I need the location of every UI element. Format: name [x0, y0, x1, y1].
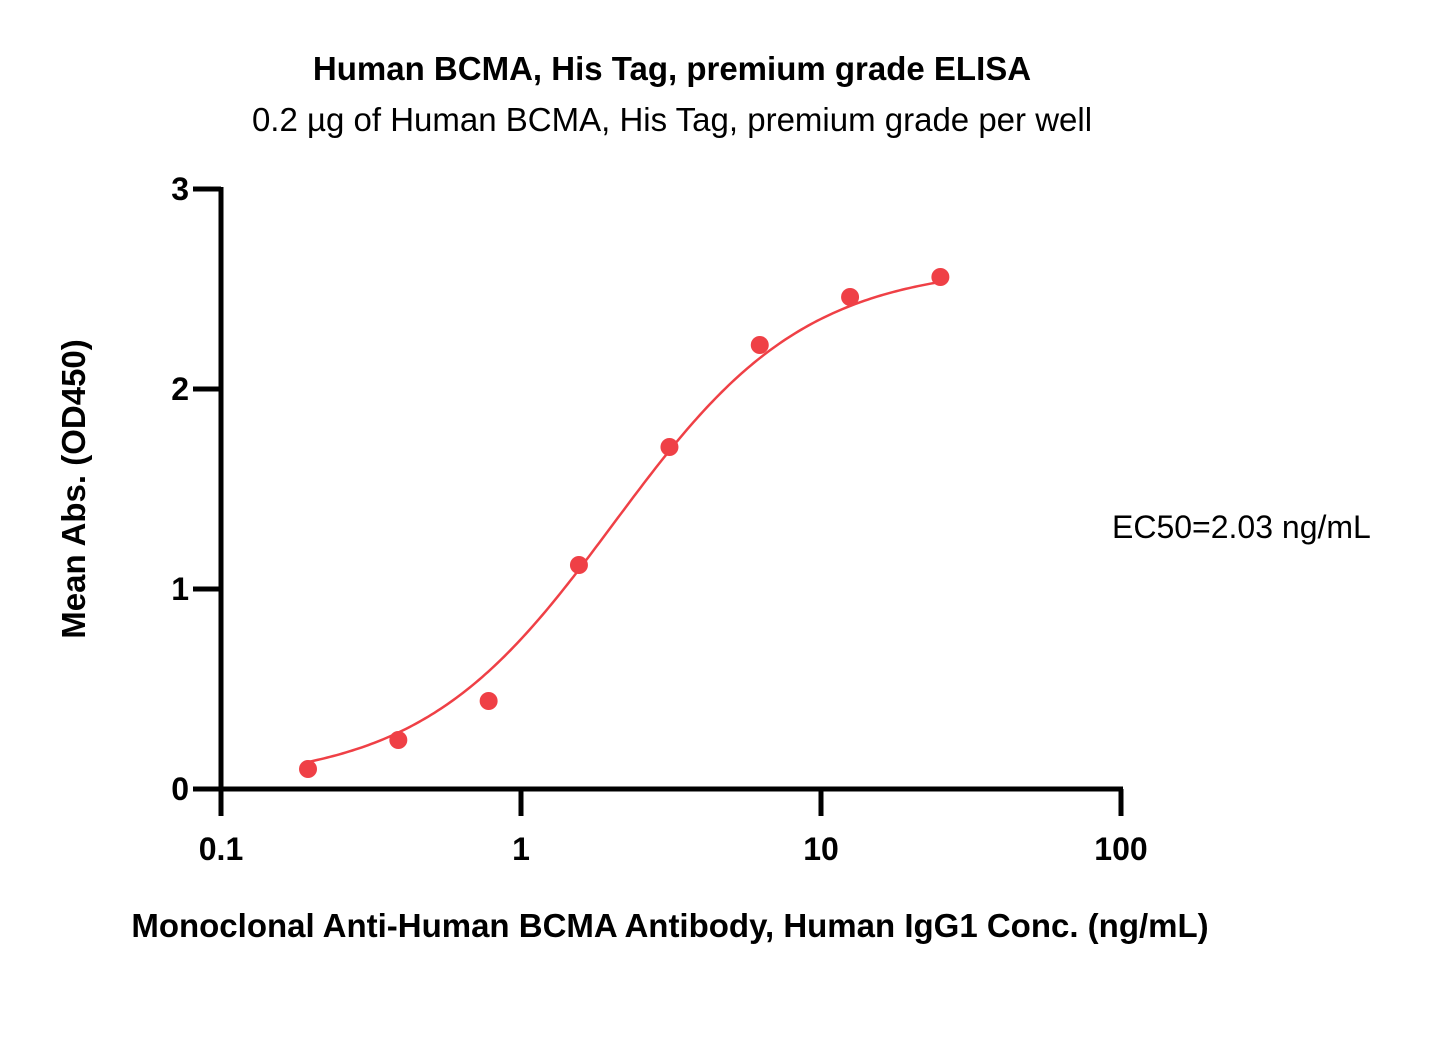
y-tick-label: 0	[171, 771, 189, 807]
data-point	[299, 760, 318, 778]
data-point	[479, 692, 498, 710]
axes: 0 1 2 3 0.1 1 10 100	[171, 171, 1147, 867]
y-tick-label: 3	[171, 171, 189, 207]
chart-title: Human BCMA, His Tag, premium grade ELISA	[313, 50, 1031, 87]
y-tick-label: 2	[171, 371, 189, 407]
x-axis-label: Monoclonal Anti-Human BCMA Antibody, Hum…	[131, 907, 1208, 944]
x-tick-label: 10	[803, 831, 839, 867]
ec50-annotation: EC50=2.03 ng/mL	[1112, 509, 1371, 545]
x-tick-label: 100	[1094, 831, 1147, 867]
data-point	[841, 288, 860, 306]
y-tick-label: 1	[171, 571, 189, 607]
data-points-layer	[299, 268, 950, 778]
data-point	[750, 336, 769, 354]
fit-curve	[307, 280, 941, 764]
fit-curve-layer	[307, 280, 941, 764]
data-point	[931, 268, 950, 286]
data-point	[389, 731, 408, 749]
y-axis-label: Mean Abs. (OD450)	[55, 339, 92, 639]
data-point	[660, 438, 679, 456]
x-tick-label: 0.1	[199, 831, 243, 867]
chart-subtitle: 0.2 µg of Human BCMA, His Tag, premium g…	[252, 101, 1092, 138]
data-point	[569, 556, 588, 574]
x-tick-label: 1	[512, 831, 530, 867]
